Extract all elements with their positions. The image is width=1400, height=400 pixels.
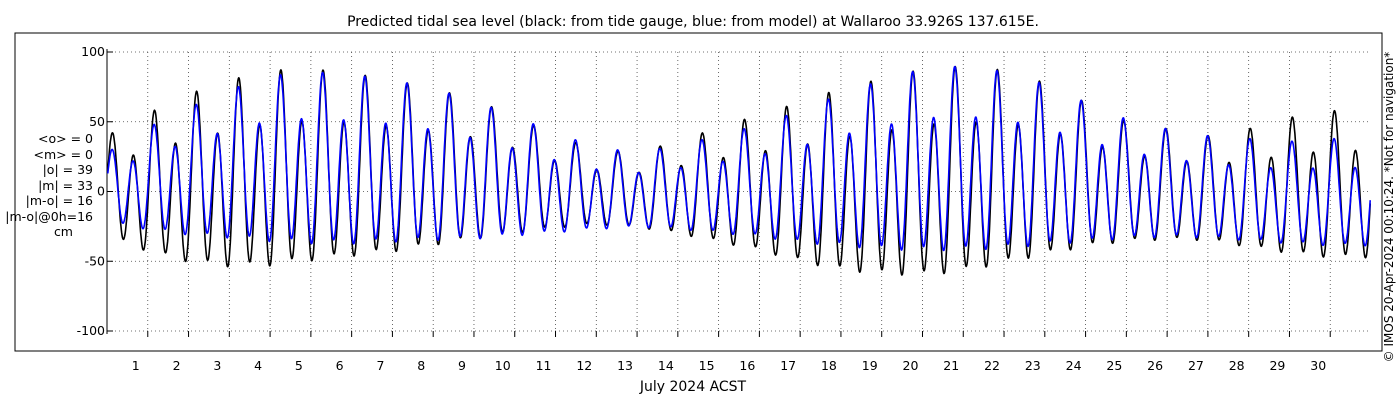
stat-line: |m-o| = 16 [25,193,93,208]
x-tick-label: 6 [336,358,344,373]
x-tick-label: 25 [1106,358,1122,373]
x-tick-label: 27 [1188,358,1204,373]
stat-line: <m> = 0 [33,146,94,162]
x-tick-label: 1 [132,358,140,373]
chart-title: Predicted tidal sea level (black: from t… [347,14,1039,30]
x-tick-label: 29 [1269,358,1285,373]
watermark-text: © IMOS 20-Apr-2024 00:10:24. *Not for na… [1382,52,1396,363]
y-tick-label: -100 [77,323,105,338]
x-tick-label: 23 [1025,358,1041,373]
stat-line: <o> = 0 [38,131,93,146]
x-tick-label: 17 [780,358,796,373]
stat-line: |m-o|@0h=16 [5,208,93,224]
x-tick-label: 10 [495,358,511,373]
x-tick-label: 19 [862,358,878,373]
x-tick-label: 9 [458,358,466,373]
y-tick-label: 0 [97,184,105,199]
x-tick-label: 8 [417,358,425,373]
x-tick-label: 3 [213,358,221,373]
x-axis-ticks: 1 2 3 4 5 6 7 8 9 10 11 12 13 14 15 16 17 18 19 20 21 22 23 24 2… [132,331,1331,373]
x-tick-label: 7 [376,358,384,373]
data-series [107,65,1371,276]
stat-line: cm [53,224,73,239]
x-axis-label: July 2024 ACST [639,379,747,395]
x-tick-label: 5 [295,358,303,373]
x-tick-label: 28 [1229,358,1245,373]
outer-frame [14,32,1383,352]
stat-line: |m| = 33 [38,177,93,193]
y-axis: 100 50 0 -50 -100 [77,44,113,338]
x-tick-label: 14 [658,358,674,373]
x-tick-label: 26 [1147,358,1163,373]
x-tick-label: 13 [617,358,633,373]
x-tick-label: 21 [943,358,959,373]
x-tick-label: 24 [1066,358,1082,373]
x-tick-label: 30 [1310,358,1326,373]
y-tick-label: -50 [85,253,105,268]
x-tick-label: 18 [821,358,837,373]
x-tick-label: 4 [254,358,262,373]
stat-line: |o| = 39 [42,162,93,177]
x-tick-label: 20 [903,358,919,373]
x-tick-label: 22 [984,358,1000,373]
x-tick-label: 2 [173,358,181,373]
y-tick-label: 50 [89,114,105,129]
x-tick-label: 15 [699,358,715,373]
x-tick-label: 12 [576,358,592,373]
model-series-line [107,65,1371,252]
x-tick-label: 16 [739,358,755,373]
x-tick-label: 11 [536,358,552,373]
y-tick-label: 100 [81,44,105,59]
